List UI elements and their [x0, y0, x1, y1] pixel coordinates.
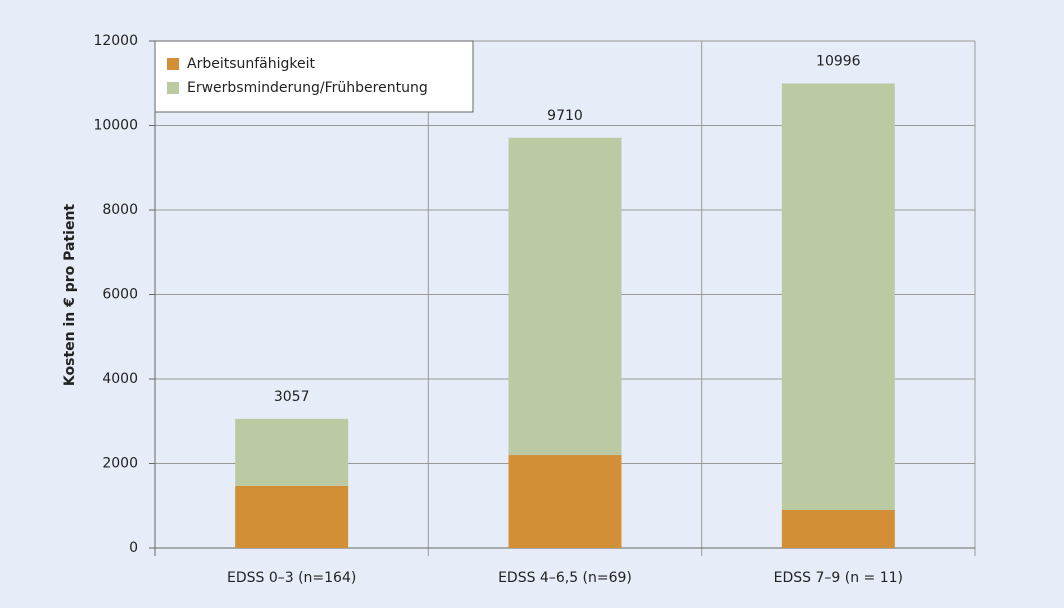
y-axis-label: Kosten in € pro Patient — [62, 204, 78, 387]
x-tick-label: EDSS 0–3 (n=164) — [227, 570, 356, 586]
bar-segment — [508, 455, 622, 548]
bar-segment — [235, 485, 349, 548]
legend-swatch — [167, 82, 179, 94]
y-tick-label: 8000 — [102, 202, 138, 218]
total-label: 3057 — [274, 389, 310, 405]
total-label: 9710 — [547, 108, 583, 124]
legend-box — [154, 40, 474, 113]
x-tick-label: EDSS 7–9 (n = 11) — [774, 570, 903, 586]
y-tick-label: 6000 — [102, 287, 138, 303]
legend-label: Erwerbsminderung/Frühberentung — [187, 80, 428, 96]
y-tick-label: 10000 — [93, 118, 138, 134]
y-tick-label: 4000 — [102, 371, 138, 387]
legend-label: Arbeitsunfähigkeit — [187, 56, 316, 72]
y-tick-label: 2000 — [102, 456, 138, 472]
x-tick-label: EDSS 4–6,5 (n=69) — [498, 570, 632, 586]
bar-segment — [781, 509, 895, 548]
bar-segment — [781, 83, 895, 510]
y-tick-label: 12000 — [93, 33, 138, 49]
bar-segment — [235, 418, 349, 486]
total-label: 10996 — [816, 53, 861, 69]
legend-swatch — [167, 58, 179, 70]
y-tick-label: 0 — [129, 540, 138, 556]
bar-segment — [508, 137, 622, 456]
